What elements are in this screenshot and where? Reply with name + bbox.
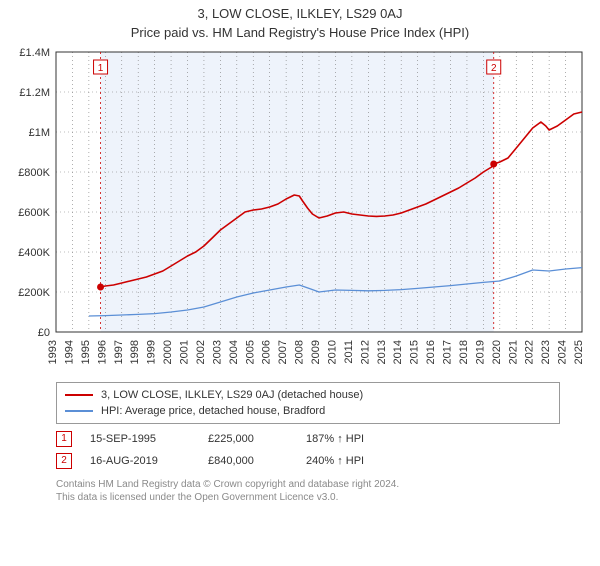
legend-swatch <box>65 394 93 396</box>
svg-text:2003: 2003 <box>211 340 223 364</box>
event-hpi: 240% ↑ HPI <box>306 455 396 467</box>
svg-text:2011: 2011 <box>343 340 355 364</box>
chart-title-address: 3, LOW CLOSE, ILKLEY, LS29 0AJ <box>0 6 600 21</box>
event-marker-icon: 2 <box>56 453 72 469</box>
footnote: Contains HM Land Registry data © Crown c… <box>56 478 560 504</box>
svg-text:2005: 2005 <box>244 340 256 364</box>
event-price: £840,000 <box>208 455 288 467</box>
svg-text:£1.4M: £1.4M <box>19 47 50 59</box>
legend-label: 3, LOW CLOSE, ILKLEY, LS29 0AJ (detached… <box>101 389 363 401</box>
footnote-line-1: Contains HM Land Registry data © Crown c… <box>56 478 560 491</box>
svg-text:2012: 2012 <box>359 340 371 364</box>
svg-text:2025: 2025 <box>573 340 585 364</box>
svg-text:2013: 2013 <box>376 340 388 364</box>
svg-text:1993: 1993 <box>47 340 59 364</box>
svg-text:£800K: £800K <box>18 167 50 179</box>
svg-text:2009: 2009 <box>310 340 322 364</box>
svg-text:1: 1 <box>98 63 104 74</box>
svg-text:2017: 2017 <box>442 340 454 364</box>
event-row: 1 15-SEP-1995 £225,000 187% ↑ HPI <box>56 428 560 450</box>
svg-text:2006: 2006 <box>261 340 273 364</box>
svg-text:2002: 2002 <box>195 340 207 364</box>
svg-text:1996: 1996 <box>96 340 108 364</box>
event-date: 15-SEP-1995 <box>90 433 190 445</box>
legend-label: HPI: Average price, detached house, Brad… <box>101 405 325 417</box>
svg-text:2: 2 <box>491 63 497 74</box>
legend: 3, LOW CLOSE, ILKLEY, LS29 0AJ (detached… <box>56 382 560 424</box>
event-date: 16-AUG-2019 <box>90 455 190 467</box>
svg-text:1994: 1994 <box>63 340 75 364</box>
svg-text:2001: 2001 <box>179 340 191 364</box>
price-chart: £0 £200K £400K £600K £800K £1M £1.2M £1.4M 1993 1… <box>0 46 600 376</box>
event-hpi: 187% ↑ HPI <box>306 433 396 445</box>
legend-row: HPI: Average price, detached house, Brad… <box>65 403 551 419</box>
svg-text:2016: 2016 <box>425 340 437 364</box>
chart-title-desc: Price paid vs. HM Land Registry's House … <box>0 25 600 40</box>
svg-text:2008: 2008 <box>294 340 306 364</box>
svg-text:£200K: £200K <box>18 287 50 299</box>
svg-text:2014: 2014 <box>392 340 404 364</box>
event-row: 2 16-AUG-2019 £840,000 240% ↑ HPI <box>56 450 560 472</box>
svg-text:2020: 2020 <box>491 340 503 364</box>
svg-text:2024: 2024 <box>557 340 569 364</box>
svg-text:2022: 2022 <box>524 340 536 364</box>
svg-text:£600K: £600K <box>18 207 50 219</box>
legend-swatch <box>65 410 93 412</box>
svg-text:2019: 2019 <box>474 340 486 364</box>
event-price: £225,000 <box>208 433 288 445</box>
svg-text:1997: 1997 <box>113 340 125 364</box>
svg-text:£0: £0 <box>38 327 50 339</box>
svg-text:2023: 2023 <box>540 340 552 364</box>
event-table: 1 15-SEP-1995 £225,000 187% ↑ HPI 2 16-AUG-20… <box>56 428 560 472</box>
svg-text:£1.2M: £1.2M <box>19 87 50 99</box>
legend-row: 3, LOW CLOSE, ILKLEY, LS29 0AJ (detached… <box>65 387 551 403</box>
svg-text:1995: 1995 <box>80 340 92 364</box>
svg-text:2021: 2021 <box>507 340 519 364</box>
svg-text:2007: 2007 <box>277 340 289 364</box>
chart-container: £0 £200K £400K £600K £800K £1M £1.2M £1.4M 1993 1… <box>0 46 600 376</box>
svg-text:£1M: £1M <box>29 127 50 139</box>
svg-text:1999: 1999 <box>146 340 158 364</box>
svg-text:2010: 2010 <box>326 340 338 364</box>
svg-text:£400K: £400K <box>18 247 50 259</box>
event-marker-icon: 1 <box>56 431 72 447</box>
svg-text:2015: 2015 <box>409 340 421 364</box>
svg-text:2004: 2004 <box>228 340 240 364</box>
svg-text:2000: 2000 <box>162 340 174 364</box>
svg-text:1998: 1998 <box>129 340 141 364</box>
footnote-line-2: This data is licensed under the Open Gov… <box>56 491 560 504</box>
svg-text:2018: 2018 <box>458 340 470 364</box>
